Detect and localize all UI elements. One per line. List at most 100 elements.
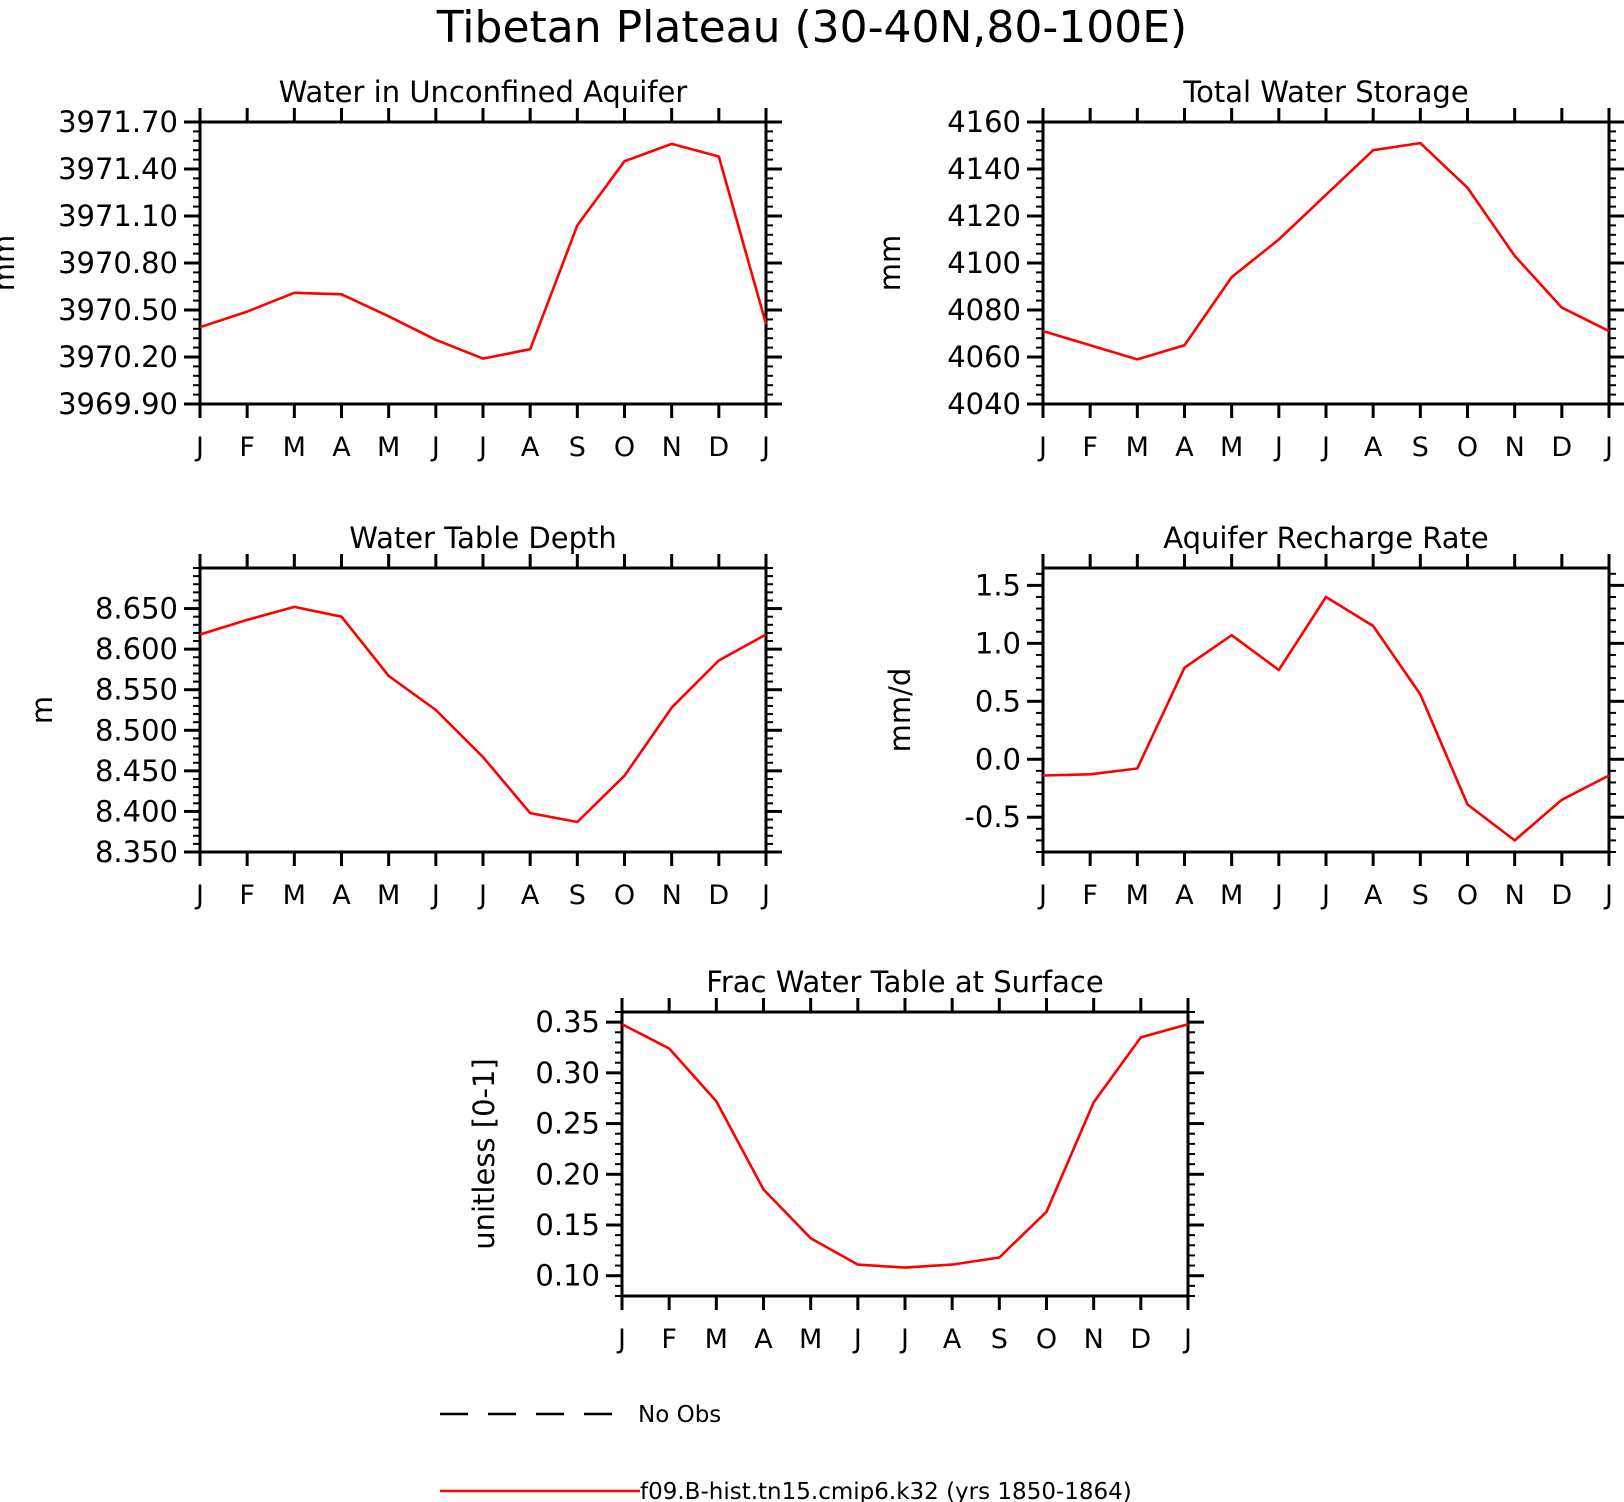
x-tick-label: A xyxy=(754,1324,773,1355)
x-tick-label: A xyxy=(332,880,351,911)
y-tick-label: 3970.80 xyxy=(58,246,178,280)
y-axis-label: m xyxy=(25,696,59,724)
y-tick-label: 3970.50 xyxy=(58,293,178,327)
y-tick-label: 0.5 xyxy=(975,684,1021,718)
legend-model-label: f09.B-hist.tn15.cmip6.k32 (yrs 1850-1864… xyxy=(640,1479,1132,1502)
x-tick-label: J xyxy=(1320,432,1330,463)
x-tick-label: M xyxy=(1220,432,1243,463)
x-tick-label: D xyxy=(708,432,729,463)
x-tick-label: N xyxy=(662,432,682,463)
x-tick-label: O xyxy=(614,880,635,911)
x-tick-label: O xyxy=(1457,432,1478,463)
x-tick-label: A xyxy=(521,432,540,463)
panel-title: Aquifer Recharge Rate xyxy=(1163,521,1489,555)
x-tick-label: S xyxy=(569,880,586,911)
y-tick-label: 0.0 xyxy=(975,742,1021,776)
x-tick-label: M xyxy=(377,880,400,911)
plot-frame xyxy=(198,120,768,406)
series-line-model xyxy=(199,605,767,824)
y-tick-label: 0.20 xyxy=(535,1157,600,1191)
x-tick-label: J xyxy=(1273,880,1283,911)
x-tick-label: A xyxy=(1175,880,1194,911)
x-tick-label: F xyxy=(1082,432,1098,463)
y-tick-label: 3971.70 xyxy=(58,105,178,139)
y-tick-label: 4100 xyxy=(947,246,1021,280)
x-tick-label: J xyxy=(760,880,770,911)
y-tick-label: 4080 xyxy=(947,293,1021,327)
figure-title: Tibetan Plateau (30-40N,80-100E) xyxy=(436,2,1187,53)
x-tick-label: O xyxy=(1036,1324,1057,1355)
y-tick-label: 8.500 xyxy=(95,713,178,747)
x-tick-label: J xyxy=(194,432,204,463)
y-tick-label: 8.400 xyxy=(95,794,178,828)
x-tick-label: M xyxy=(283,880,306,911)
plot-frame xyxy=(620,1010,1190,1298)
x-tick-label: A xyxy=(943,1324,962,1355)
x-tick-label: D xyxy=(1551,432,1572,463)
y-tick-label: 3971.10 xyxy=(58,199,178,233)
y-tick-label: 0.15 xyxy=(535,1208,600,1242)
x-tick-label: J xyxy=(194,880,204,911)
panel-title: Water Table Depth xyxy=(349,521,617,555)
y-axis-label: mm/d xyxy=(883,668,917,753)
series-line-model xyxy=(199,142,768,360)
x-tick-label: J xyxy=(1320,880,1330,911)
x-tick-label: J xyxy=(616,1324,626,1355)
x-tick-label: N xyxy=(1084,1324,1104,1355)
x-tick-label: S xyxy=(1412,880,1429,911)
x-tick-label: M xyxy=(377,432,400,463)
x-tick-label: J xyxy=(1037,880,1047,911)
x-tick-label: D xyxy=(1551,880,1572,911)
y-tick-label: 0.30 xyxy=(535,1056,600,1090)
x-tick-label: N xyxy=(662,880,682,911)
series-line-model xyxy=(1042,141,1610,361)
y-axis-label: mm xyxy=(0,235,21,292)
x-tick-label: D xyxy=(708,880,729,911)
x-tick-label: M xyxy=(1126,432,1149,463)
x-tick-label: J xyxy=(1273,432,1283,463)
x-tick-label: A xyxy=(1364,432,1383,463)
x-tick-label: O xyxy=(1457,880,1478,911)
y-tick-label: 8.650 xyxy=(95,592,178,626)
y-tick-label: 4140 xyxy=(947,152,1021,186)
series-line-model xyxy=(621,1022,1189,1269)
x-tick-label: J xyxy=(477,880,487,911)
x-tick-label: F xyxy=(239,880,255,911)
y-tick-label: 4160 xyxy=(947,105,1021,139)
x-tick-label: F xyxy=(239,432,255,463)
plot-frame xyxy=(1041,120,1611,406)
panel-title: Frac Water Table at Surface xyxy=(706,965,1103,999)
legend: No Obs f09.B-hist.tn15.cmip6.k32 (yrs 18… xyxy=(440,1402,1132,1502)
x-tick-label: J xyxy=(1603,432,1613,463)
y-tick-label: 0.10 xyxy=(535,1259,600,1293)
x-tick-label: J xyxy=(477,432,487,463)
legend-obs-label: No Obs xyxy=(638,1402,721,1428)
y-tick-label: 8.550 xyxy=(95,673,178,707)
x-tick-label: A xyxy=(1175,432,1194,463)
x-tick-label: S xyxy=(991,1324,1008,1355)
y-tick-label: 3970.20 xyxy=(58,340,178,374)
y-tick-label: 4120 xyxy=(947,199,1021,233)
y-tick-label: 4040 xyxy=(947,387,1021,421)
panel-title: Total Water Storage xyxy=(1182,75,1468,109)
x-tick-label: M xyxy=(283,432,306,463)
x-tick-label: J xyxy=(899,1324,909,1355)
x-tick-label: D xyxy=(1130,1324,1151,1355)
x-tick-label: S xyxy=(1412,432,1429,463)
plot-frame xyxy=(1041,566,1611,854)
y-tick-label: 1.0 xyxy=(975,626,1021,660)
y-tick-label: 8.600 xyxy=(95,632,178,666)
x-tick-label: J xyxy=(430,880,440,911)
x-tick-label: S xyxy=(569,432,586,463)
x-tick-label: O xyxy=(614,432,635,463)
y-tick-label: 4060 xyxy=(947,340,1021,374)
panel-title: Water in Unconfined Aquifer xyxy=(279,75,688,109)
x-tick-label: A xyxy=(332,432,351,463)
x-tick-label: J xyxy=(852,1324,862,1355)
